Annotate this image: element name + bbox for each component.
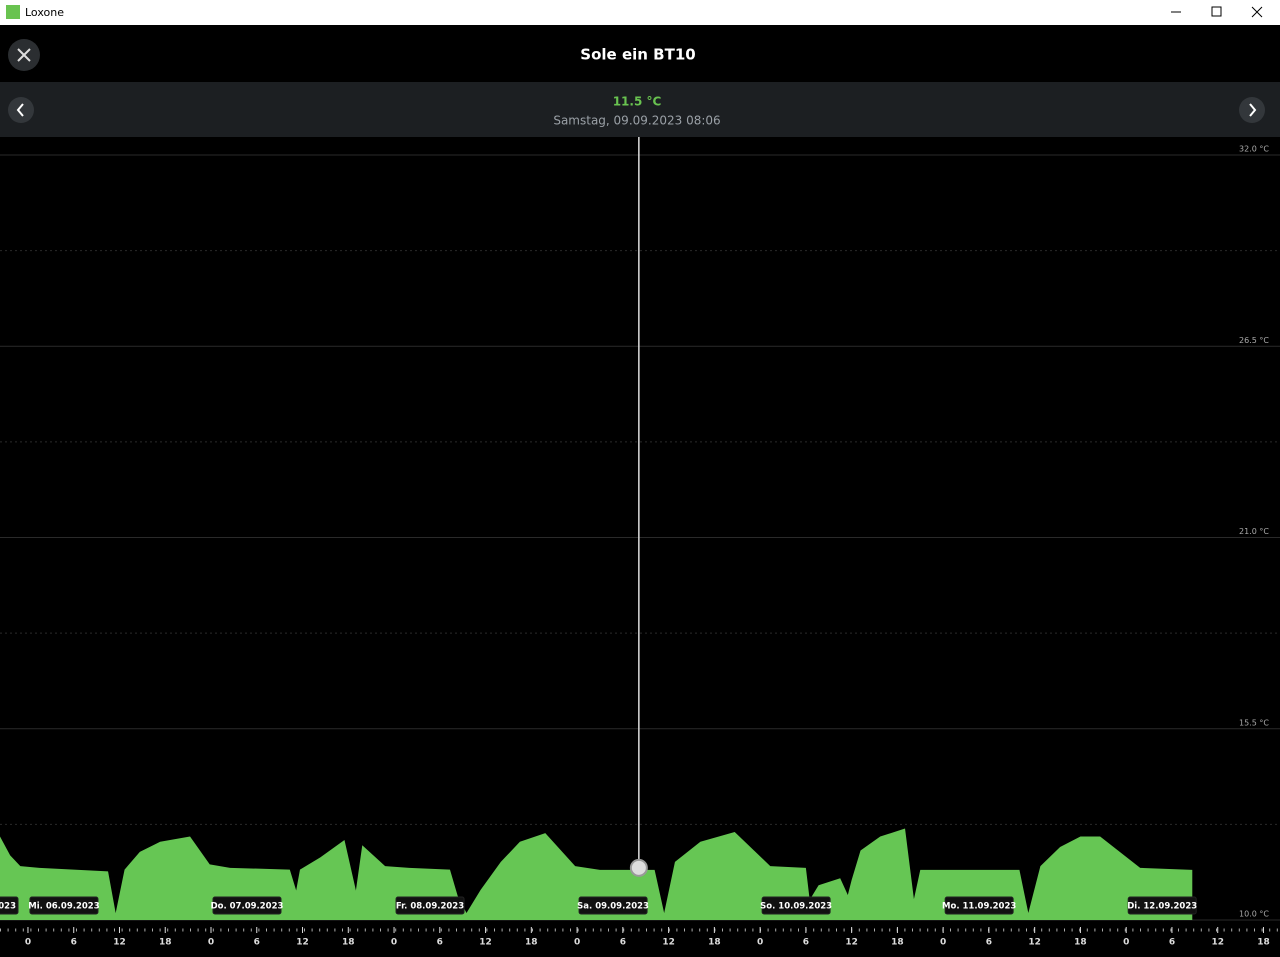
x-tick-label: 0 (1123, 938, 1129, 948)
day-label-box (0, 896, 19, 915)
app-icon (6, 5, 20, 19)
x-tick-label: 0 (25, 938, 31, 948)
area (0, 828, 1193, 920)
x-tick-label: 6 (986, 938, 992, 948)
y-tick-label: 15.5 °C (1239, 718, 1269, 727)
maximize-button[interactable] (1211, 6, 1222, 17)
cursor-time: Samstag, 09.09.2023 08:06 (553, 114, 720, 128)
x-tick-label: 0 (757, 938, 763, 948)
next-icon (1249, 103, 1257, 117)
x-tick-label: 6 (71, 938, 77, 948)
x-tick-label: 0 (391, 938, 397, 948)
x-tick-label: 6 (1169, 938, 1175, 948)
header-title: Sole ein BT10 (580, 46, 695, 64)
x-tick-label: 18 (342, 938, 355, 948)
day-label: Sa. 09.09.2023 (577, 896, 649, 915)
y-tick-label: 21.0 °C (1239, 527, 1269, 536)
day-label: Mi. 06.09.2023 (28, 896, 100, 915)
plot-area (0, 154, 1280, 921)
x-tick-label: 12 (1028, 938, 1041, 948)
prev-icon (16, 103, 24, 117)
day-label: Do. 07.09.2023 (211, 896, 284, 915)
x-tick-label: 18 (1074, 938, 1087, 948)
x-tick-label: 0 (208, 938, 214, 948)
x-tick-label: 18 (708, 938, 721, 948)
day-label-text: Fr. 08.09.2023 (396, 902, 464, 912)
day-label: Fr. 08.09.2023 (395, 896, 465, 915)
x-tick-label: 6 (254, 938, 260, 948)
y-tick-label: 10.0 °C (1239, 910, 1269, 919)
day-label-box (1127, 896, 1197, 915)
day-label-box (944, 896, 1014, 915)
day-label-text: Mo. 11.09.2023 (942, 902, 1016, 912)
x-tick-label: 0 (940, 938, 946, 948)
x-tick-label: 6 (437, 938, 443, 948)
x-tick-label: 18 (525, 938, 538, 948)
x-tick-label: 12 (479, 938, 492, 948)
window-close-button[interactable] (1251, 6, 1263, 18)
day-label-text: So. 10.09.2023 (760, 902, 832, 912)
info-bar (0, 82, 1280, 137)
x-tick-label: 0 (574, 938, 580, 948)
x-tick-label: 18 (891, 938, 904, 948)
title-bar (0, 0, 1280, 25)
window-title: Loxone (25, 6, 64, 19)
day-label-text: Di. 12.09.2023 (1127, 902, 1197, 912)
day-label: Di. 12.09.2023 (1127, 896, 1197, 915)
day-label: 023 (0, 896, 19, 915)
x-tick-label: 12 (1211, 938, 1224, 948)
x-tick-label: 18 (1257, 938, 1270, 948)
x-tick-label: 12 (662, 938, 675, 948)
next-circle (1239, 97, 1265, 123)
x-tick-label: 12 (296, 938, 309, 948)
day-label-text: 023 (0, 902, 16, 912)
day-label-text: Do. 07.09.2023 (211, 902, 284, 912)
day-label-box (578, 896, 648, 915)
x-tick-label: 6 (620, 938, 626, 948)
day-label-box (212, 896, 282, 915)
x-tick-label: 6 (803, 938, 809, 948)
day-label-box (761, 896, 831, 915)
day-label-box (395, 896, 465, 915)
x-tick-label: 12 (845, 938, 858, 948)
day-label-box (29, 896, 99, 915)
day-label: So. 10.09.2023 (760, 896, 832, 915)
cursor-value: 11.5 °C (613, 95, 662, 109)
close-button[interactable] (8, 39, 40, 71)
x-tick-label: 18 (159, 938, 172, 948)
next-button[interactable] (1239, 97, 1265, 123)
prev-circle (8, 97, 34, 123)
cursor-point (629, 858, 648, 877)
header (0, 25, 1280, 82)
prev-button[interactable] (8, 97, 34, 123)
x-tick-label: 12 (113, 938, 126, 948)
day-label-text: Mi. 06.09.2023 (28, 902, 99, 912)
y-tick-label: 26.5 °C (1239, 336, 1269, 345)
day-label: Mo. 11.09.2023 (942, 896, 1016, 915)
day-label-text: Sa. 09.09.2023 (577, 902, 649, 912)
y-tick-label: 32.0 °C (1239, 145, 1269, 154)
close-icon (17, 48, 31, 62)
